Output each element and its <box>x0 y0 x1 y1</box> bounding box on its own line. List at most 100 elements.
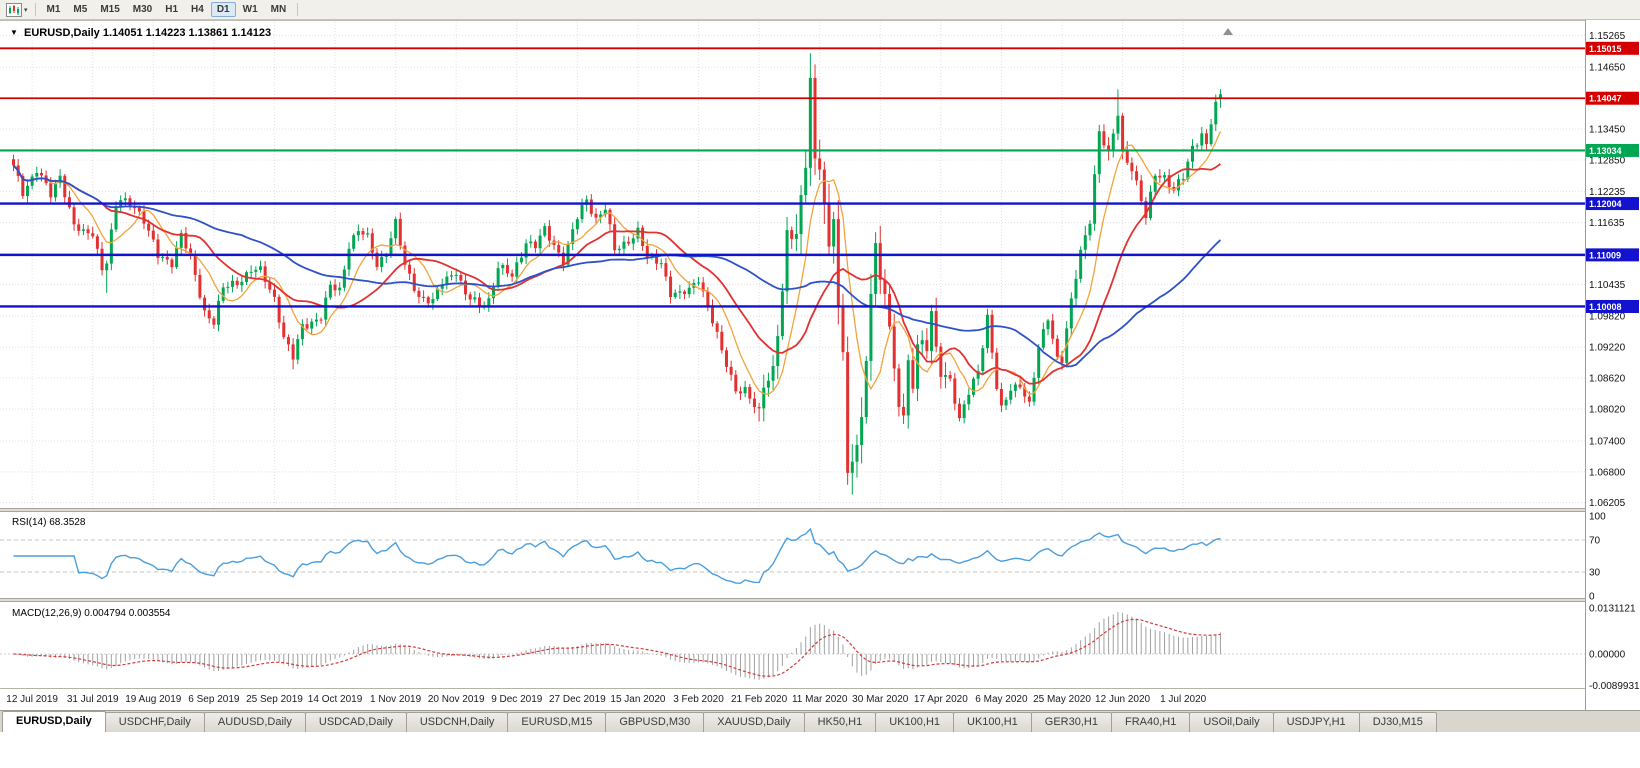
toolbar-separator <box>34 3 36 16</box>
timeframe-button-d1[interactable]: D1 <box>210 2 236 17</box>
moving-average-50 <box>12 164 1222 368</box>
svg-text:1.13034: 1.13034 <box>1589 146 1622 156</box>
chart-shift-marker[interactable] <box>1223 28 1233 35</box>
chart-tab-usoil-daily[interactable]: USOil,Daily <box>1189 712 1274 732</box>
rsi-pane: RSI(14) 68.3528 <box>0 517 1585 584</box>
chart-title: EURUSD,Daily 1.14051 1.14223 1.13861 1.1… <box>24 27 271 39</box>
time-axis-label: 19 Aug 2019 <box>125 694 182 705</box>
price-line-tag: 1.15015 <box>1586 41 1639 55</box>
time-axis-label: 17 Apr 2020 <box>914 694 968 705</box>
price-axis-label: 1.08020 <box>1589 404 1626 415</box>
time-axis-label: 25 May 2020 <box>1033 694 1091 705</box>
price-axis-label: 1.06205 <box>1589 498 1626 509</box>
timeframe-button-m1[interactable]: M1 <box>46 4 61 15</box>
time-axis-label: 12 Jun 2020 <box>1095 694 1150 705</box>
timeframe-buttons: M1 M5 M15 M30 H1 H4 D1 W1 MN <box>41 2 293 17</box>
time-axis-label: 30 Mar 2020 <box>852 694 909 705</box>
macd-label: MACD(12,26,9) 0.004794 0.003554 <box>12 608 171 619</box>
time-axis-label: 11 Mar 2020 <box>792 694 848 705</box>
timeframe-button-m5[interactable]: M5 <box>73 4 88 15</box>
grid-layer <box>0 22 1585 508</box>
chart-region[interactable]: ▼ EURUSD,Daily 1.14051 1.14223 1.13861 1.… <box>0 20 1640 710</box>
chart-tab-dj30-m15[interactable]: DJ30,M15 <box>1358 712 1437 732</box>
time-axis-label: 31 Jul 2019 <box>67 694 119 705</box>
price-axis-label: 1.13450 <box>1589 125 1626 136</box>
price-line-tag: 1.12004 <box>1586 197 1639 211</box>
time-axis-label: 21 Feb 2020 <box>731 694 788 705</box>
chart-tab-usdchf-daily[interactable]: USDCHF,Daily <box>104 712 205 732</box>
price-axis-label: 1.08620 <box>1589 374 1626 385</box>
price-axis-label: 1.12235 <box>1589 187 1626 198</box>
chart-tabs-bar: EURUSD,Daily USDCHF,Daily AUDUSD,Daily USDC… <box>0 710 1640 732</box>
chart-tab-eurusd-m15[interactable]: EURUSD,M15 <box>507 712 607 732</box>
price-axis-label: 1.14650 <box>1589 63 1626 74</box>
charts-toolbar-button[interactable]: ▾ <box>4 2 30 17</box>
timeframe-toolbar: ▾ M1 M5 M15 M30 H1 H4 D1 W1 MN <box>0 0 1640 20</box>
chart-tab-usdjpy-h1[interactable]: USDJPY,H1 <box>1272 712 1360 732</box>
price-axis-label: 1.06800 <box>1589 467 1626 478</box>
time-axis-label: 25 Sep 2019 <box>246 694 303 705</box>
candles-layer <box>12 53 1222 495</box>
timeframe-button-w1[interactable]: W1 <box>242 4 258 15</box>
time-axis-label: 27 Dec 2019 <box>549 694 606 705</box>
timeframe-button-m30[interactable]: M30 <box>132 4 153 15</box>
time-axis[interactable]: 12 Jul 2019 31 Jul 2019 19 Aug 2019 6 Sep 2… <box>6 694 1206 705</box>
rsi-axis-label: 30 <box>1589 568 1601 579</box>
price-line-tag: 1.11009 <box>1586 248 1639 262</box>
chart-tab-usdcnh-daily[interactable]: USDCNH,Daily <box>405 712 509 732</box>
chart-tab-uk100-h1[interactable]: UK100,H1 <box>875 712 955 732</box>
chart-tab-uk100-h1[interactable]: UK100,H1 <box>953 712 1032 732</box>
svg-text:1.12004: 1.12004 <box>1589 199 1622 209</box>
timeframe-button-h4[interactable]: H4 <box>191 4 204 15</box>
chart-tab-gbpusd-m30[interactable]: GBPUSD,M30 <box>605 712 705 732</box>
chart-tab-ger30-h1[interactable]: GER30,H1 <box>1030 712 1112 732</box>
chart-tab-hk50-h1[interactable]: HK50,H1 <box>803 712 877 732</box>
price-axis[interactable]: 1.15265 1.14650 1.13450 1.12850 1.12235 1.116… <box>1585 20 1640 710</box>
macd-axis-label: 0.0131121 <box>1589 604 1636 615</box>
chart-tab-audusd-daily[interactable]: AUDUSD,Daily <box>203 712 306 732</box>
time-axis-label: 12 Jul 2019 <box>6 694 58 705</box>
rsi-axis-label: 70 <box>1589 536 1601 547</box>
price-axis-label: 1.07400 <box>1589 436 1626 447</box>
macd-axis-label: 0.00000 <box>1589 650 1626 661</box>
chart-tab-fra40-h1[interactable]: FRA40,H1 <box>1110 712 1191 732</box>
time-axis-label: 1 Jul 2020 <box>1160 694 1207 705</box>
svg-text:1.14047: 1.14047 <box>1589 94 1622 104</box>
macd-axis-label: -0.0089931 <box>1589 681 1640 692</box>
rsi-line <box>13 527 1221 584</box>
price-line-tag: 1.14047 <box>1586 91 1639 105</box>
chevron-down-icon: ▾ <box>24 6 28 14</box>
chart-tab-xauusd-daily[interactable]: XAUUSD,Daily <box>703 712 805 732</box>
price-axis-label: 1.10435 <box>1589 280 1626 291</box>
rsi-axis-label: 100 <box>1589 512 1606 523</box>
price-axis-label: 1.09820 <box>1589 312 1626 323</box>
chart-tab-eurusd-daily[interactable]: EURUSD,Daily <box>2 711 106 732</box>
time-axis-label: 1 Nov 2019 <box>370 694 422 705</box>
price-line-tag: 1.10008 <box>1586 299 1639 313</box>
price-axis-label: 1.12850 <box>1589 155 1626 166</box>
pane-separator[interactable] <box>0 598 1640 602</box>
chart-window-icon <box>6 2 22 17</box>
price-line-tag: 1.13034 <box>1586 143 1639 157</box>
rsi-label: RSI(14) 68.3528 <box>12 517 86 528</box>
timeframe-button-h1[interactable]: H1 <box>165 4 179 15</box>
time-axis-label: 9 Dec 2019 <box>491 694 543 705</box>
pane-separator[interactable] <box>0 508 1640 512</box>
time-axis-label: 3 Feb 2020 <box>673 694 724 705</box>
time-axis-label: 6 May 2020 <box>975 694 1028 705</box>
toolbar-separator <box>297 3 299 16</box>
price-axis-label: 1.15265 <box>1589 31 1626 42</box>
price-chart-canvas[interactable]: ▼ EURUSD,Daily 1.14051 1.14223 1.13861 1.… <box>0 20 1640 710</box>
timeframe-button-m15[interactable]: M15 <box>100 4 120 15</box>
price-axis-label: 1.09220 <box>1589 343 1626 354</box>
chart-tab-usdcad-daily[interactable]: USDCAD,Daily <box>304 712 407 732</box>
macd-signal-line <box>13 618 1221 677</box>
quick-trade-arrow-icon[interactable]: ▼ <box>10 28 18 37</box>
time-axis-label: 14 Oct 2019 <box>308 694 363 705</box>
time-axis-label: 6 Sep 2019 <box>188 694 240 705</box>
svg-text:1.11009: 1.11009 <box>1589 250 1621 260</box>
svg-text:1.10008: 1.10008 <box>1589 302 1622 312</box>
timeframe-button-mn[interactable]: MN <box>270 4 287 15</box>
time-axis-label: 20 Nov 2019 <box>428 694 485 705</box>
